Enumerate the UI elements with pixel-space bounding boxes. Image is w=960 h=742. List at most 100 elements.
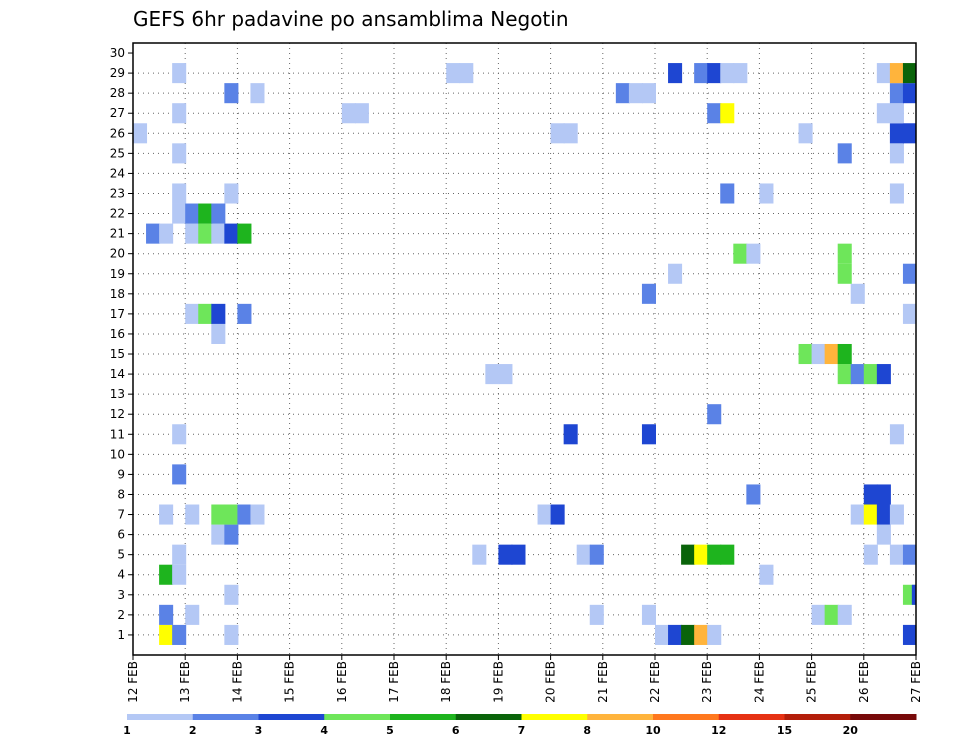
heatmap-cell: [615, 83, 630, 104]
heatmap-cell: [459, 63, 474, 84]
y-tick-label: 19: [110, 267, 125, 281]
y-tick-label: 23: [110, 186, 125, 200]
x-tick-label: 15 FEB: [283, 661, 297, 703]
heatmap-cell: [811, 604, 826, 625]
heatmap-cell: [159, 624, 174, 645]
heatmap-cell: [185, 604, 200, 625]
x-tick-label: 14 FEB: [230, 661, 244, 703]
heatmap-cell: [211, 203, 226, 224]
y-tick-label: 11: [110, 427, 125, 441]
heatmap-cell: [720, 63, 735, 84]
x-tick-label: 20 FEB: [544, 661, 558, 703]
colorbar-segment: [653, 714, 720, 720]
heatmap-cell: [850, 283, 865, 304]
heatmap-cell: [733, 63, 748, 84]
heatmap-cell: [224, 584, 239, 605]
y-tick-label: 8: [117, 487, 125, 501]
heatmap-cell: [224, 183, 239, 204]
y-tick-label: 24: [110, 166, 125, 180]
heatmap-cell: [159, 564, 174, 585]
chart-title: GEFS 6hr padavine po ansamblima Negotin: [133, 7, 569, 31]
heatmap-cell: [159, 604, 174, 625]
heatmap-cell: [824, 604, 839, 625]
heatmap-cell: [172, 544, 187, 565]
heatmap-cell: [759, 564, 774, 585]
heatmap-cell: [185, 223, 200, 244]
heatmap-cell: [224, 524, 239, 545]
heatmap-cell: [902, 63, 916, 84]
heatmap-cell: [550, 504, 565, 525]
x-tick-label: 17 FEB: [387, 661, 401, 703]
y-tick-label: 13: [110, 387, 125, 401]
heatmap-cell: [824, 343, 839, 365]
heatmap-cell: [720, 103, 735, 124]
heatmap-cell: [889, 123, 904, 144]
y-axis: 1234567891011121314151617181920212223242…: [110, 46, 133, 642]
colorbar-segment: [192, 714, 259, 720]
heatmap-cell: [211, 303, 226, 324]
colorbar-segment: [390, 714, 457, 720]
y-tick-label: 27: [110, 106, 125, 120]
heatmap-cell: [811, 343, 826, 365]
colorbar-label: 5: [386, 724, 394, 737]
heatmap-cell: [889, 143, 904, 164]
heatmap-cell: [185, 504, 200, 525]
heatmap-cell: [172, 424, 187, 445]
heatmap-cell: [746, 243, 761, 264]
heatmap-cell: [850, 364, 865, 385]
heatmap-cell: [185, 203, 200, 224]
heatmap-cell: [172, 63, 187, 84]
colorbar-label: 10: [645, 724, 661, 737]
heatmap-cell: [211, 504, 226, 525]
heatmap-cell: [902, 83, 916, 104]
colorbar: 1 2 3 4 5 6 7 8 10 12 15 20: [123, 714, 917, 737]
heatmap-cell: [720, 183, 735, 204]
heatmap-cell: [837, 343, 852, 365]
y-tick-label: 20: [110, 247, 125, 261]
heatmap-cell: [485, 364, 500, 385]
heatmap-cells: [133, 63, 916, 645]
heatmap-cell: [250, 504, 265, 525]
y-tick-label: 1: [117, 628, 125, 642]
heatmap-cell: [863, 504, 878, 525]
x-tick-label: 16 FEB: [335, 661, 349, 703]
heatmap-cell: [863, 544, 878, 565]
heatmap-cell: [798, 123, 813, 144]
heatmap-cell: [889, 103, 904, 124]
heatmap-cell: [837, 243, 852, 264]
heatmap-cell: [707, 624, 722, 645]
heatmap-cell: [902, 544, 916, 565]
colorbar-segment: [521, 714, 588, 720]
heatmap-cell: [589, 544, 604, 565]
heatmap-cell: [863, 364, 878, 385]
heatmap-cell: [641, 424, 656, 445]
heatmap-cell: [707, 103, 722, 124]
heatmap-cell: [537, 504, 552, 525]
heatmap-cell: [707, 63, 722, 84]
heatmap-cell: [576, 544, 591, 565]
heatmap-cell: [563, 424, 578, 445]
colorbar-segment: [718, 714, 785, 720]
heatmap-cell: [250, 83, 265, 104]
heatmap-cell: [902, 303, 916, 324]
y-tick-label: 18: [110, 287, 125, 301]
heatmap-cell: [224, 504, 239, 525]
y-tick-label: 6: [117, 528, 125, 542]
y-tick-label: 9: [117, 467, 125, 481]
heatmap-cell: [511, 544, 526, 565]
x-tick-label: 22 FEB: [648, 661, 662, 703]
heatmap-cell: [746, 484, 761, 505]
x-tick-label: 25 FEB: [805, 661, 819, 703]
colorbar-label: 4: [320, 724, 328, 737]
x-tick-label: 27 FEB: [909, 661, 923, 703]
heatmap-cell: [694, 544, 709, 565]
heatmap-cell: [707, 544, 722, 565]
heatmap-cell: [889, 544, 904, 565]
y-tick-label: 17: [110, 307, 125, 321]
heatmap-cell: [837, 604, 852, 625]
heatmap-cell: [889, 183, 904, 204]
colorbar-label: 8: [583, 724, 591, 737]
x-tick-label: 19 FEB: [491, 661, 505, 703]
heatmap-cell: [889, 424, 904, 445]
heatmap-cell: [172, 143, 187, 164]
